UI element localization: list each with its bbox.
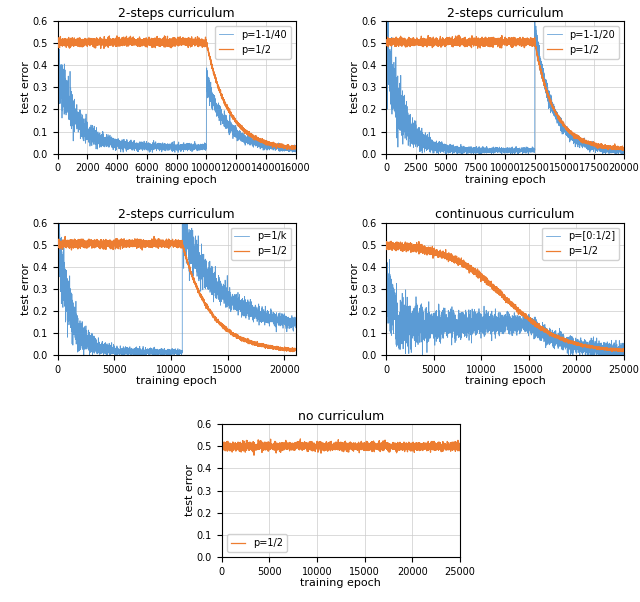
Legend: p=1/2: p=1/2	[227, 534, 287, 552]
Legend: p=1-1/20, p=1/2: p=1-1/20, p=1/2	[543, 26, 619, 58]
X-axis label: training epoch: training epoch	[136, 175, 217, 185]
X-axis label: training epoch: training epoch	[465, 175, 545, 185]
Title: 2-steps curriculum: 2-steps curriculum	[447, 7, 563, 20]
X-axis label: training epoch: training epoch	[136, 376, 217, 386]
Y-axis label: test error: test error	[21, 263, 31, 315]
Legend: p=[0:1/2], p=1/2: p=[0:1/2], p=1/2	[542, 228, 619, 260]
Title: 2-steps curriculum: 2-steps curriculum	[118, 7, 235, 20]
X-axis label: training epoch: training epoch	[300, 578, 381, 588]
Y-axis label: test error: test error	[21, 61, 31, 113]
Y-axis label: test error: test error	[186, 465, 195, 517]
X-axis label: training epoch: training epoch	[465, 376, 545, 386]
Legend: p=1/k, p=1/2: p=1/k, p=1/2	[230, 228, 291, 260]
Title: no curriculum: no curriculum	[298, 410, 384, 423]
Y-axis label: test error: test error	[349, 263, 360, 315]
Title: continuous curriculum: continuous curriculum	[435, 208, 575, 222]
Legend: p=1-1/40, p=1/2: p=1-1/40, p=1/2	[215, 26, 291, 58]
Y-axis label: test error: test error	[349, 61, 360, 113]
Title: 2-steps curriculum: 2-steps curriculum	[118, 208, 235, 222]
